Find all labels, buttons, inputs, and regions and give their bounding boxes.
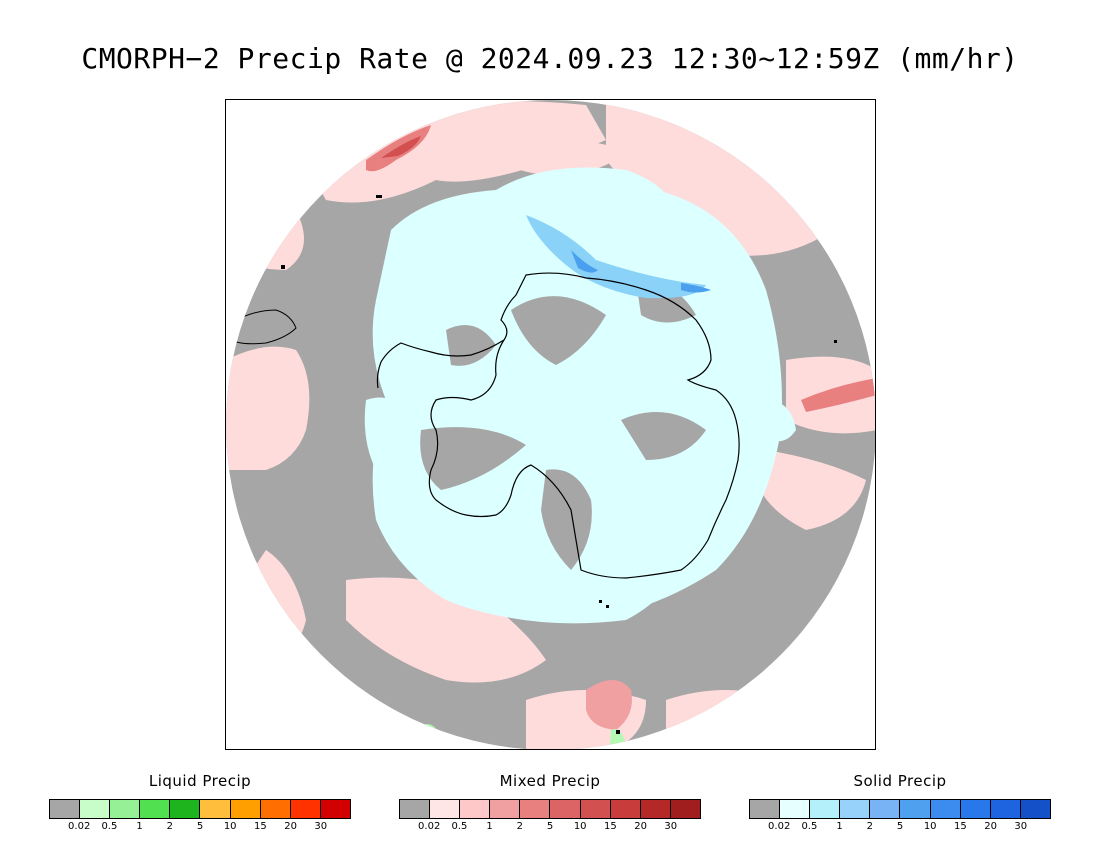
legend-title: Mixed Precip [499,772,601,790]
legend-tick-label: 5 [896,821,904,832]
antarctic-peninsula-coastline [376,339,505,389]
legend-tick-label: 5 [546,821,554,832]
legend-tick-label: 0.5 [801,821,818,832]
polar-precip-map [225,99,876,750]
legend-tick-label: 5 [196,821,204,832]
legend-swatch [810,800,841,818]
legend-swatch [290,800,321,818]
legend-swatch [320,800,350,818]
legend-liquid-precip: Liquid Precip 0.02 0.5 1 2 5 10 15 20 30 [49,770,351,835]
legend-solid-precip: Solid Precip 0.02 0.5 1 2 5 10 15 20 30 [749,770,1051,835]
legend-tick-label: 10 [923,821,937,832]
legend-tick-label: 30 [314,821,328,832]
legend-swatch [170,800,201,818]
no-precip-streaks [420,280,706,570]
legend-swatch [490,800,521,818]
legend-swatch [640,800,671,818]
legend-swatch [870,800,901,818]
solid-precip-streak-blue-2 [681,283,711,293]
legend-tick-label: 20 [634,821,647,832]
mixed-precip-blob-s [586,680,632,730]
legend-color-bar [749,799,1051,819]
legend-swatch [80,800,111,818]
legend-tick-label: 15 [604,821,617,832]
legend-tick-label: 10 [573,821,587,832]
legend-tick-labels: 0.02 0.5 1 2 5 10 15 20 30 [749,821,1051,835]
legend-tick-label: 0.5 [101,821,118,832]
antarctica-coastline [428,272,740,579]
mixed-precip-streak-e [801,378,875,412]
legend-title: Solid Precip [853,772,947,790]
island-marks [281,195,837,734]
legend-swatch [750,800,781,818]
legend-color-bar [399,799,701,819]
page-title: CMORPH−2 Precip Rate @ 2024.09.23 12:30~… [81,42,1019,75]
legend-tick-label: 1 [836,821,843,832]
legend-swatch [550,800,581,818]
liquid-precip-patch-2 [610,729,626,745]
legend-swatch [990,800,1021,818]
legend-swatch [900,800,931,818]
legend-tick-label: 10 [223,821,237,832]
legend-swatch [230,800,261,818]
legend-tick-labels: 0.02 0.5 1 2 5 10 15 20 30 [49,821,351,835]
legend-tick-label: 0.5 [451,821,468,832]
legend-swatch [520,800,551,818]
legend-swatch [1020,800,1050,818]
legend-swatch [670,800,700,818]
legend-swatch [110,800,141,818]
legend-tick-label: 2 [866,821,873,832]
legend-swatch [140,800,171,818]
legend-tick-label: 2 [166,821,173,832]
legend-color-bar [49,799,351,819]
legend-swatch [400,800,431,818]
legend-tick-label: 0.02 [68,821,91,832]
legend-tick-label: 30 [664,821,678,832]
legend-swatch [580,800,611,818]
solid-precip-streak-blue [571,250,598,273]
legend-tick-label: 30 [1014,821,1028,832]
legend-swatch [840,800,871,818]
legend-swatch [460,800,491,818]
legend-swatch [430,800,461,818]
legend-swatch [930,800,961,818]
legend-title: Liquid Precip [148,772,252,790]
legend-tick-label: 15 [254,821,267,832]
legend-tick-label: 2 [516,821,523,832]
south-america-coastline [235,309,297,345]
legend-swatch [200,800,231,818]
mixed-precip-streak-nw-core [381,136,421,158]
legend-swatch [50,800,81,818]
legend-tick-label: 20 [284,821,297,832]
legend-tick-label: 20 [984,821,997,832]
legend-tick-label: 0.02 [768,821,791,832]
legend-tick-label: 1 [486,821,493,832]
legend-swatch [780,800,811,818]
legend-tick-labels: 0.02 0.5 1 2 5 10 15 20 30 [399,821,701,835]
legend-mixed-precip: Mixed Precip 0.02 0.5 1 2 5 10 15 20 30 [399,770,701,835]
legend-tick-label: 15 [954,821,967,832]
legend-tick-label: 0.02 [418,821,441,832]
legend-swatch [260,800,291,818]
legend-tick-label: 1 [136,821,143,832]
legend-swatch [960,800,991,818]
legend-swatch [610,800,641,818]
